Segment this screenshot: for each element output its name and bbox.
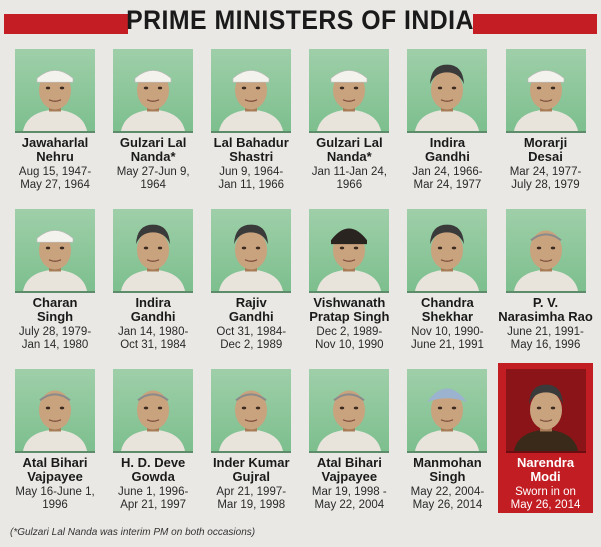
portrait-photo (505, 369, 586, 453)
page-title: PRIME MINISTERS OF INDIA (126, 4, 475, 35)
portrait-photo (15, 49, 96, 133)
term-dates: Jan 11-Jan 24, 1966 (311, 166, 387, 191)
portrait-photo (505, 49, 586, 133)
portrait-photo (211, 49, 292, 133)
portrait-photo (211, 209, 292, 293)
minister-name: Vishwanath Pratap Singh (309, 295, 390, 324)
term-dates: Apr 21, 1997- Mar 19, 1998 (216, 486, 287, 511)
minister-name: Indira Gandhi (425, 135, 470, 164)
portrait-photo (113, 49, 194, 133)
portrait-photo (113, 209, 194, 293)
term-dates: Jan 14, 1980- Oct 31, 1984 (117, 326, 189, 351)
minister-name: Lal Bahadur Shastri (213, 135, 289, 164)
minister-name: Gulzari Lal Nanda* (316, 135, 383, 164)
minister-name: Atal Bihari Vajpayee (22, 455, 88, 484)
term-dates: Jan 24, 1966- Mar 24, 1977 (412, 166, 483, 191)
minister-card: Charan Singh July 28, 1979- Jan 14, 1980 (6, 203, 104, 363)
portrait-photo (15, 369, 96, 453)
minister-name: Gulzari Lal Nanda* (119, 135, 187, 164)
term-dates: June 21, 1991- May 16, 1996 (507, 326, 584, 351)
portrait-photo (505, 209, 586, 293)
minister-name: Morarji Desai (523, 135, 568, 164)
minister-card: Vishwanath Pratap Singh Dec 2, 1989- Nov … (300, 203, 398, 363)
portrait-photo (309, 209, 390, 293)
ministers-grid: Jawaharlal Nehru Aug 15, 1947- May 27, 19… (6, 43, 595, 523)
right-red-bar (473, 14, 597, 34)
term-dates: Aug 15, 1947- May 27, 1964 (18, 166, 92, 191)
term-dates: Oct 31, 1984- Dec 2, 1989 (216, 326, 287, 351)
minister-name: P. V. Narasimha Rao (498, 295, 593, 324)
term-dates: May 16-June 1, 1996 (15, 486, 95, 511)
minister-card: Jawaharlal Nehru Aug 15, 1947- May 27, 19… (6, 43, 104, 203)
minister-name: Indira Gandhi (130, 295, 176, 324)
minister-name: Manmohan Singh (413, 455, 482, 484)
portrait-photo (15, 209, 96, 293)
portrait-photo (407, 209, 488, 293)
minister-name: Inder Kumar Gujral (212, 455, 290, 484)
portrait-photo (113, 369, 194, 453)
left-red-bar (4, 14, 128, 34)
term-dates: Sworn in on May 26, 2014 (510, 486, 581, 511)
term-dates: May 27-Jun 9, 1964 (116, 166, 190, 191)
minister-card: P. V. Narasimha Rao June 21, 1991- May 16… (496, 203, 594, 363)
minister-name: H. D. Deve Gowda (120, 455, 186, 484)
portrait-photo (211, 369, 292, 453)
term-dates: June 1, 1996- Apr 21, 1997 (117, 486, 189, 511)
portrait-photo (407, 49, 488, 133)
term-dates: July 28, 1979- Jan 14, 1980 (18, 326, 92, 351)
minister-card: Manmohan Singh May 22, 2004- May 26, 2014 (398, 363, 496, 523)
minister-card: Gulzari Lal Nanda* May 27-Jun 9, 1964 (104, 43, 202, 203)
minister-card: Morarji Desai Mar 24, 1977- July 28, 1979 (496, 43, 594, 203)
term-dates: Mar 19, 1998 - May 22, 2004 (311, 486, 387, 511)
minister-name: Rajiv Gandhi (228, 295, 274, 324)
minister-card: Rajiv Gandhi Oct 31, 1984- Dec 2, 1989 (202, 203, 300, 363)
term-dates: Dec 2, 1989- Nov 10, 1990 (315, 326, 384, 351)
minister-name: Atal Bihari Vajpayee (316, 455, 382, 484)
minister-card: Indira Gandhi Jan 24, 1966- Mar 24, 1977 (398, 43, 496, 203)
minister-name: Jawaharlal Nehru (21, 135, 89, 164)
minister-name: Narendra Modi (516, 455, 575, 484)
portrait-photo (309, 49, 390, 133)
term-dates: May 22, 2004- May 26, 2014 (410, 486, 485, 511)
minister-card: Gulzari Lal Nanda* Jan 11-Jan 24, 1966 (300, 43, 398, 203)
minister-card: Chandra Shekhar Nov 10, 1990- June 21, 19… (398, 203, 496, 363)
minister-card: H. D. Deve Gowda June 1, 1996- Apr 21, 19… (104, 363, 202, 523)
portrait-photo (407, 369, 488, 453)
term-dates: Nov 10, 1990- June 21, 1991 (410, 326, 484, 351)
minister-name: Charan Singh (32, 295, 78, 324)
portrait-photo (309, 369, 390, 453)
minister-card: Atal Bihari Vajpayee Mar 19, 1998 - May 2… (300, 363, 398, 523)
header: PRIME MINISTERS OF INDIA (0, 0, 601, 40)
footnote: (*Gulzari Lal Nanda was interim PM on bo… (10, 527, 256, 538)
minister-card: Inder Kumar Gujral Apr 21, 1997- Mar 19, … (202, 363, 300, 523)
minister-card: Atal Bihari Vajpayee May 16-June 1, 1996 (6, 363, 104, 523)
minister-card: Lal Bahadur Shastri Jun 9, 1964- Jan 11, … (202, 43, 300, 203)
term-dates: Jun 9, 1964- Jan 11, 1966 (218, 166, 285, 191)
term-dates: Mar 24, 1977- July 28, 1979 (509, 166, 582, 191)
minister-card: Narendra Modi Sworn in on May 26, 2014 (498, 363, 593, 513)
minister-card: Indira Gandhi Jan 14, 1980- Oct 31, 1984 (104, 203, 202, 363)
minister-name: Chandra Shekhar (421, 295, 474, 324)
